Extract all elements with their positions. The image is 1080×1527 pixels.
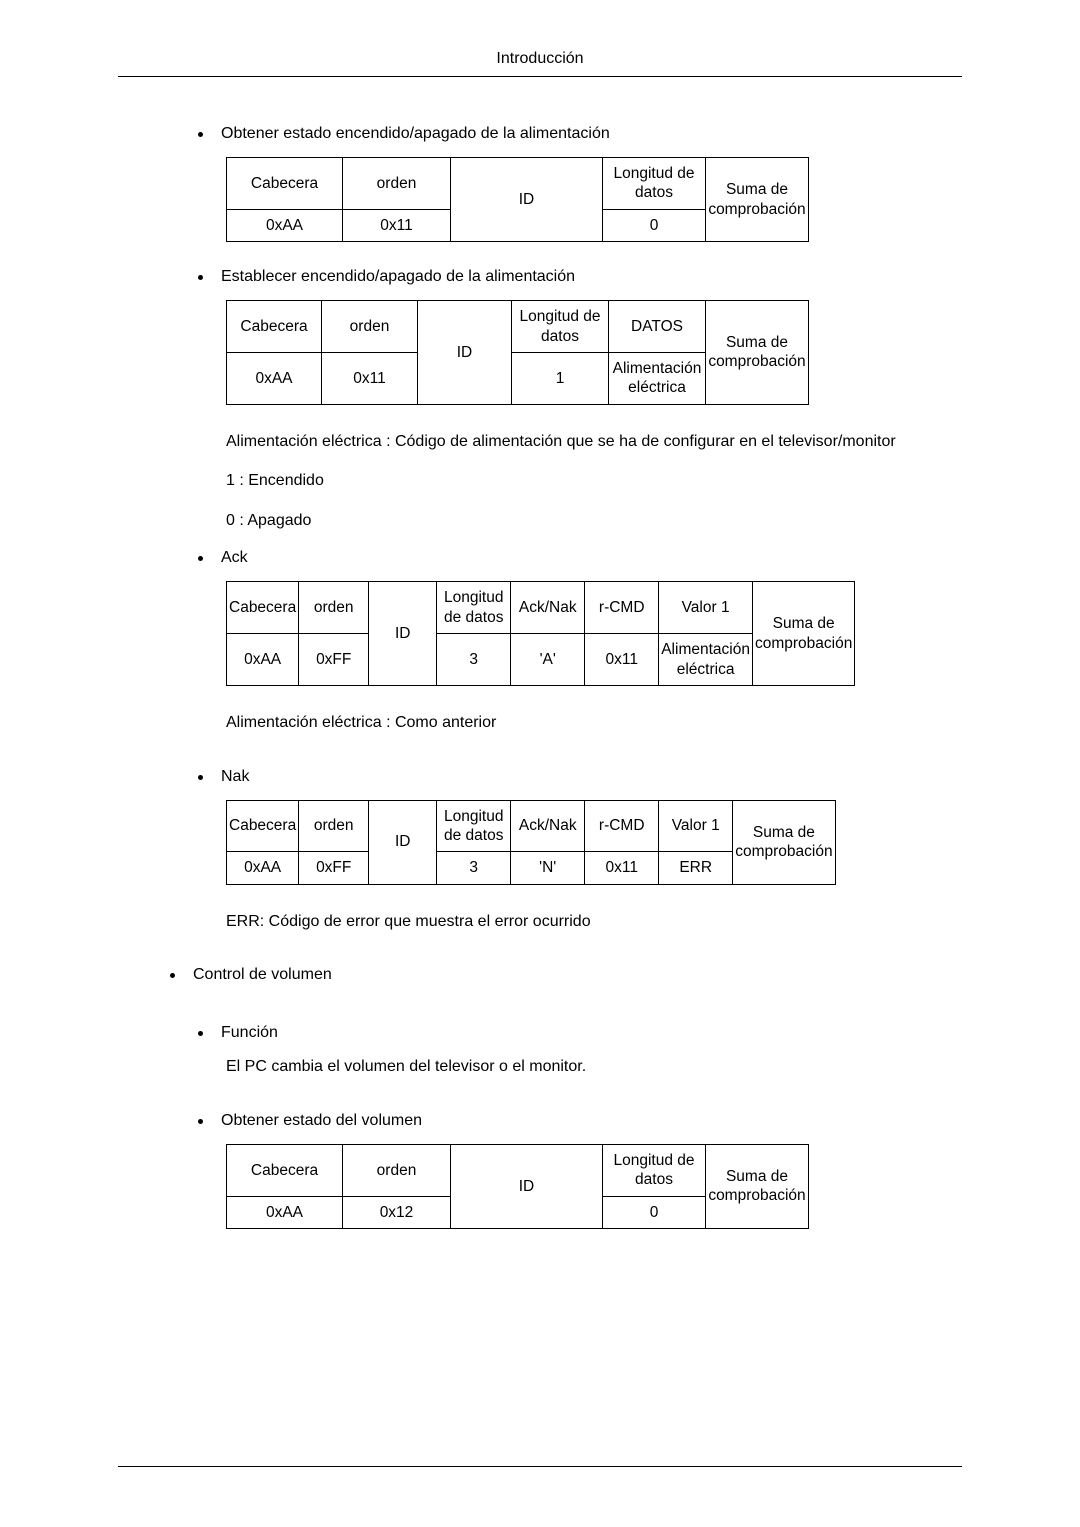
table-cell: 0x11 xyxy=(322,352,418,404)
bullet-funcion: Función xyxy=(198,1024,962,1042)
table-cell: 'N' xyxy=(511,852,585,884)
table-cell: Valor 1 xyxy=(659,582,753,634)
table-cell: orden xyxy=(343,1144,451,1196)
table-cell: r-CMD xyxy=(585,800,659,852)
table-cell: 0xAA xyxy=(227,1196,343,1228)
table-cell: orden xyxy=(299,800,369,852)
bullet-text: Control de volumen xyxy=(193,966,332,984)
table-cell: Longitud de datos xyxy=(603,1144,706,1196)
note-text: El PC cambia el volumen del televisor o … xyxy=(226,1056,962,1078)
table-cell: Longitud de datos xyxy=(437,800,511,852)
table-cell: orden xyxy=(299,582,369,634)
table-cell: 0x11 xyxy=(585,852,659,884)
table-cell: 0x11 xyxy=(343,209,451,241)
note-text: Alimentación eléctrica : Código de alime… xyxy=(226,431,962,453)
table-cell: Cabecera xyxy=(227,800,299,852)
table-cell: Ack/Nak xyxy=(511,582,585,634)
table-cell: 0xAA xyxy=(227,852,299,884)
table-cell: ID xyxy=(369,800,437,884)
table-cell: 0 xyxy=(603,1196,706,1228)
table-cell: 0 xyxy=(603,209,706,241)
bullet-volume: Control de volumen xyxy=(170,966,962,984)
bullet-icon xyxy=(170,973,175,978)
bullet-power-get: Obtener estado encendido/apagado de la a… xyxy=(198,125,962,143)
table-cell: Suma de comprobación xyxy=(733,800,835,884)
table-cell: 0xFF xyxy=(299,852,369,884)
note-text: Alimentación eléctrica : Como anterior xyxy=(226,712,962,734)
table-power-get: CabeceraordenIDLongitud de datosSuma de … xyxy=(226,157,962,242)
bullet-text: Obtener estado del volumen xyxy=(221,1112,422,1130)
bullet-nak: Nak xyxy=(198,768,962,786)
table-cell: 0xAA xyxy=(227,634,299,686)
bullet-icon xyxy=(198,1031,203,1036)
table-cell: orden xyxy=(343,158,451,210)
table-ack: CabeceraordenIDLongitud de datosAck/Nakr… xyxy=(226,581,962,686)
table-cell: 0xFF xyxy=(299,634,369,686)
bullet-icon xyxy=(198,556,203,561)
table-cell: Valor 1 xyxy=(659,800,733,852)
bullet-volume-get: Obtener estado del volumen xyxy=(198,1112,962,1130)
table-cell: orden xyxy=(322,301,418,353)
table-cell: 'A' xyxy=(511,634,585,686)
note-text: ERR: Código de error que muestra el erro… xyxy=(226,911,962,933)
table-cell: ID xyxy=(369,582,437,686)
bullet-ack: Ack xyxy=(198,549,962,567)
table-cell: Ack/Nak xyxy=(511,800,585,852)
table-cell: Cabecera xyxy=(227,582,299,634)
bullet-icon xyxy=(198,1119,203,1124)
table-cell: ID xyxy=(451,1144,603,1228)
bullet-text: Obtener estado encendido/apagado de la a… xyxy=(221,125,610,143)
table-cell: Suma de comprobación xyxy=(706,301,809,405)
table-cell: Alimentación eléctrica xyxy=(659,634,753,686)
note-text: 0 : Apagado xyxy=(226,510,962,532)
table-cell: 3 xyxy=(437,634,511,686)
table-cell: Longitud de datos xyxy=(437,582,511,634)
bullet-text: Función xyxy=(221,1024,278,1042)
table-cell: Suma de comprobación xyxy=(706,158,809,242)
table-cell: 0xAA xyxy=(227,209,343,241)
page-header: Introducción xyxy=(118,50,962,77)
table-cell: ID xyxy=(451,158,603,242)
note-text: 1 : Encendido xyxy=(226,470,962,492)
table-cell: ERR xyxy=(659,852,733,884)
table-cell: 0x12 xyxy=(343,1196,451,1228)
bullet-power-set: Establecer encendido/apagado de la alime… xyxy=(198,268,962,286)
table-cell: DATOS xyxy=(609,301,706,353)
table-nak: CabeceraordenIDLongitud de datosAck/Nakr… xyxy=(226,800,962,885)
table-cell: Suma de comprobación xyxy=(752,582,854,686)
bullet-icon xyxy=(198,275,203,280)
table-cell: Cabecera xyxy=(227,1144,343,1196)
table-cell: Longitud de datos xyxy=(603,158,706,210)
table-cell: Suma de comprobación xyxy=(706,1144,809,1228)
table-power-set: CabeceraordenIDLongitud de datosDATOSSum… xyxy=(226,300,962,405)
table-cell: r-CMD xyxy=(585,582,659,634)
table-cell: 3 xyxy=(437,852,511,884)
table-cell: Alimentación eléctrica xyxy=(609,352,706,404)
bullet-text: Nak xyxy=(221,768,249,786)
table-cell: ID xyxy=(418,301,512,405)
table-volume-get: CabeceraordenIDLongitud de datosSuma de … xyxy=(226,1144,962,1229)
table-cell: Longitud de datos xyxy=(512,301,609,353)
bullet-icon xyxy=(198,775,203,780)
table-cell: 0xAA xyxy=(227,352,322,404)
table-cell: 1 xyxy=(512,352,609,404)
footer-divider xyxy=(118,1466,962,1467)
table-cell: 0x11 xyxy=(585,634,659,686)
bullet-text: Ack xyxy=(221,549,248,567)
table-cell: Cabecera xyxy=(227,158,343,210)
bullet-text: Establecer encendido/apagado de la alime… xyxy=(221,268,575,286)
table-cell: Cabecera xyxy=(227,301,322,353)
bullet-icon xyxy=(198,132,203,137)
